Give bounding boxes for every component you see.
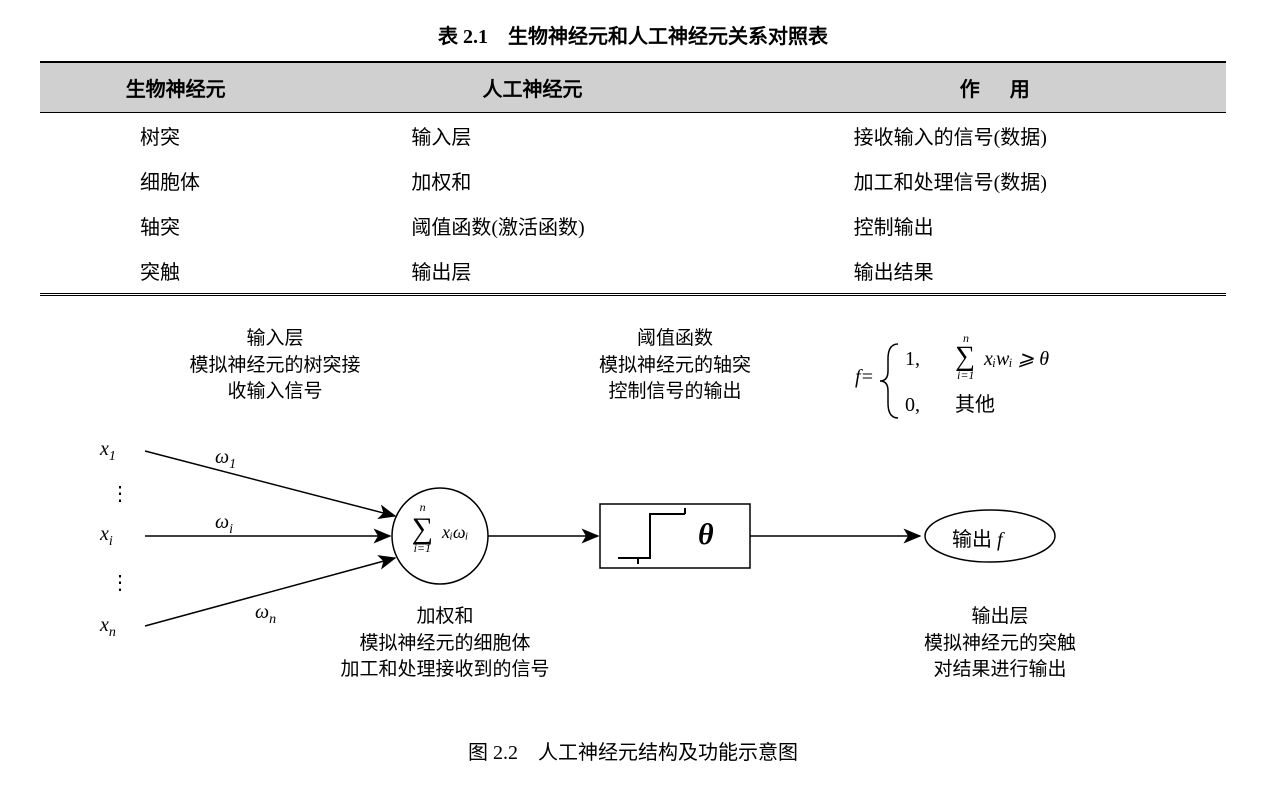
input-layer-label: 输入层 模拟神经元的树突接 收输入信号 (160, 326, 390, 406)
sum-desc2: 加工和处理接收到的信号 (340, 659, 549, 680)
col-header-function: 作用 (754, 62, 1226, 113)
comparison-table: 生物神经元 人工神经元 作用 树突 输入层 接收输入的信号(数据) 细胞体 加权… (40, 61, 1226, 296)
input-title: 输入层 (246, 328, 303, 349)
output-layer-label: 输出层 模拟神经元的突触 对结果进行输出 (890, 604, 1110, 684)
xi-label: xi (100, 523, 113, 550)
xn-label: xn (100, 614, 116, 641)
piecewise-f: f= (855, 366, 874, 389)
table-header-row: 生物神经元 人工神经元 作用 (40, 62, 1226, 113)
col-header-artificial: 人工神经元 (311, 62, 753, 113)
sum-formula: n ∑ i=1 xᵢωᵢ (405, 512, 475, 546)
dots1: ⋮ (110, 481, 130, 506)
cell: 阈值函数(激活函数) (311, 203, 753, 248)
w1-label: ω1 (215, 446, 236, 473)
cell: 轴突 (40, 203, 311, 248)
cell: 树突 (40, 113, 311, 159)
piecewise-case1: 1, n ∑ i=1 xᵢwᵢ ⩾ θ (905, 341, 1049, 373)
threshold-label: 阈值函数 模拟神经元的轴突 控制信号的输出 (550, 326, 800, 406)
output-f-label: 输出 f (952, 523, 1003, 552)
cell: 突触 (40, 248, 311, 295)
cell: 输入层 (311, 113, 753, 159)
output-desc1: 模拟神经元的突触 (924, 633, 1076, 654)
table-row: 细胞体 加权和 加工和处理信号(数据) (40, 158, 1226, 203)
weighted-sum-label: 加权和 模拟神经元的细胞体 加工和处理接收到的信号 (310, 604, 580, 684)
input-desc1: 模拟神经元的树突接 (189, 355, 360, 376)
figure-caption: 图 2.2 人工神经元结构及功能示意图 (40, 736, 1226, 765)
threshold-title: 阈值函数 (637, 328, 713, 349)
wn-label: ωn (255, 601, 276, 628)
output-title: 输出层 (971, 606, 1028, 627)
wi-label: ωi (215, 511, 233, 538)
cell: 输出层 (311, 248, 753, 295)
dots2: ⋮ (110, 570, 130, 595)
table-row: 轴突 阈值函数(激活函数) 控制输出 (40, 203, 1226, 248)
col-header-bio: 生物神经元 (40, 62, 311, 113)
cell: 细胞体 (40, 158, 311, 203)
cell: 输出结果 (754, 248, 1226, 295)
threshold-desc1: 模拟神经元的轴突 (599, 355, 751, 376)
output-desc2: 对结果进行输出 (933, 659, 1066, 680)
input-desc2: 收输入信号 (227, 381, 322, 402)
theta-symbol: θ (698, 518, 714, 552)
sum-desc1: 模拟神经元的细胞体 (359, 633, 530, 654)
cell: 接收输入的信号(数据) (754, 113, 1226, 159)
x1-label: x1 (100, 438, 116, 465)
cell: 加工和处理信号(数据) (754, 158, 1226, 203)
table-row: 树突 输入层 接收输入的信号(数据) (40, 113, 1226, 159)
cell: 控制输出 (754, 203, 1226, 248)
sum-title: 加权和 (416, 606, 473, 627)
table-title: 表 2.1 生物神经元和人工神经元关系对照表 (40, 20, 1226, 49)
piecewise-case2: 0, 其他 (905, 388, 995, 417)
threshold-desc2: 控制信号的输出 (608, 381, 741, 402)
cell: 加权和 (311, 158, 753, 203)
neuron-diagram: 输入层 模拟神经元的树突接 收输入信号 阈值函数 模拟神经元的轴突 控制信号的输… (40, 326, 1226, 726)
table-row: 突触 输出层 输出结果 (40, 248, 1226, 295)
